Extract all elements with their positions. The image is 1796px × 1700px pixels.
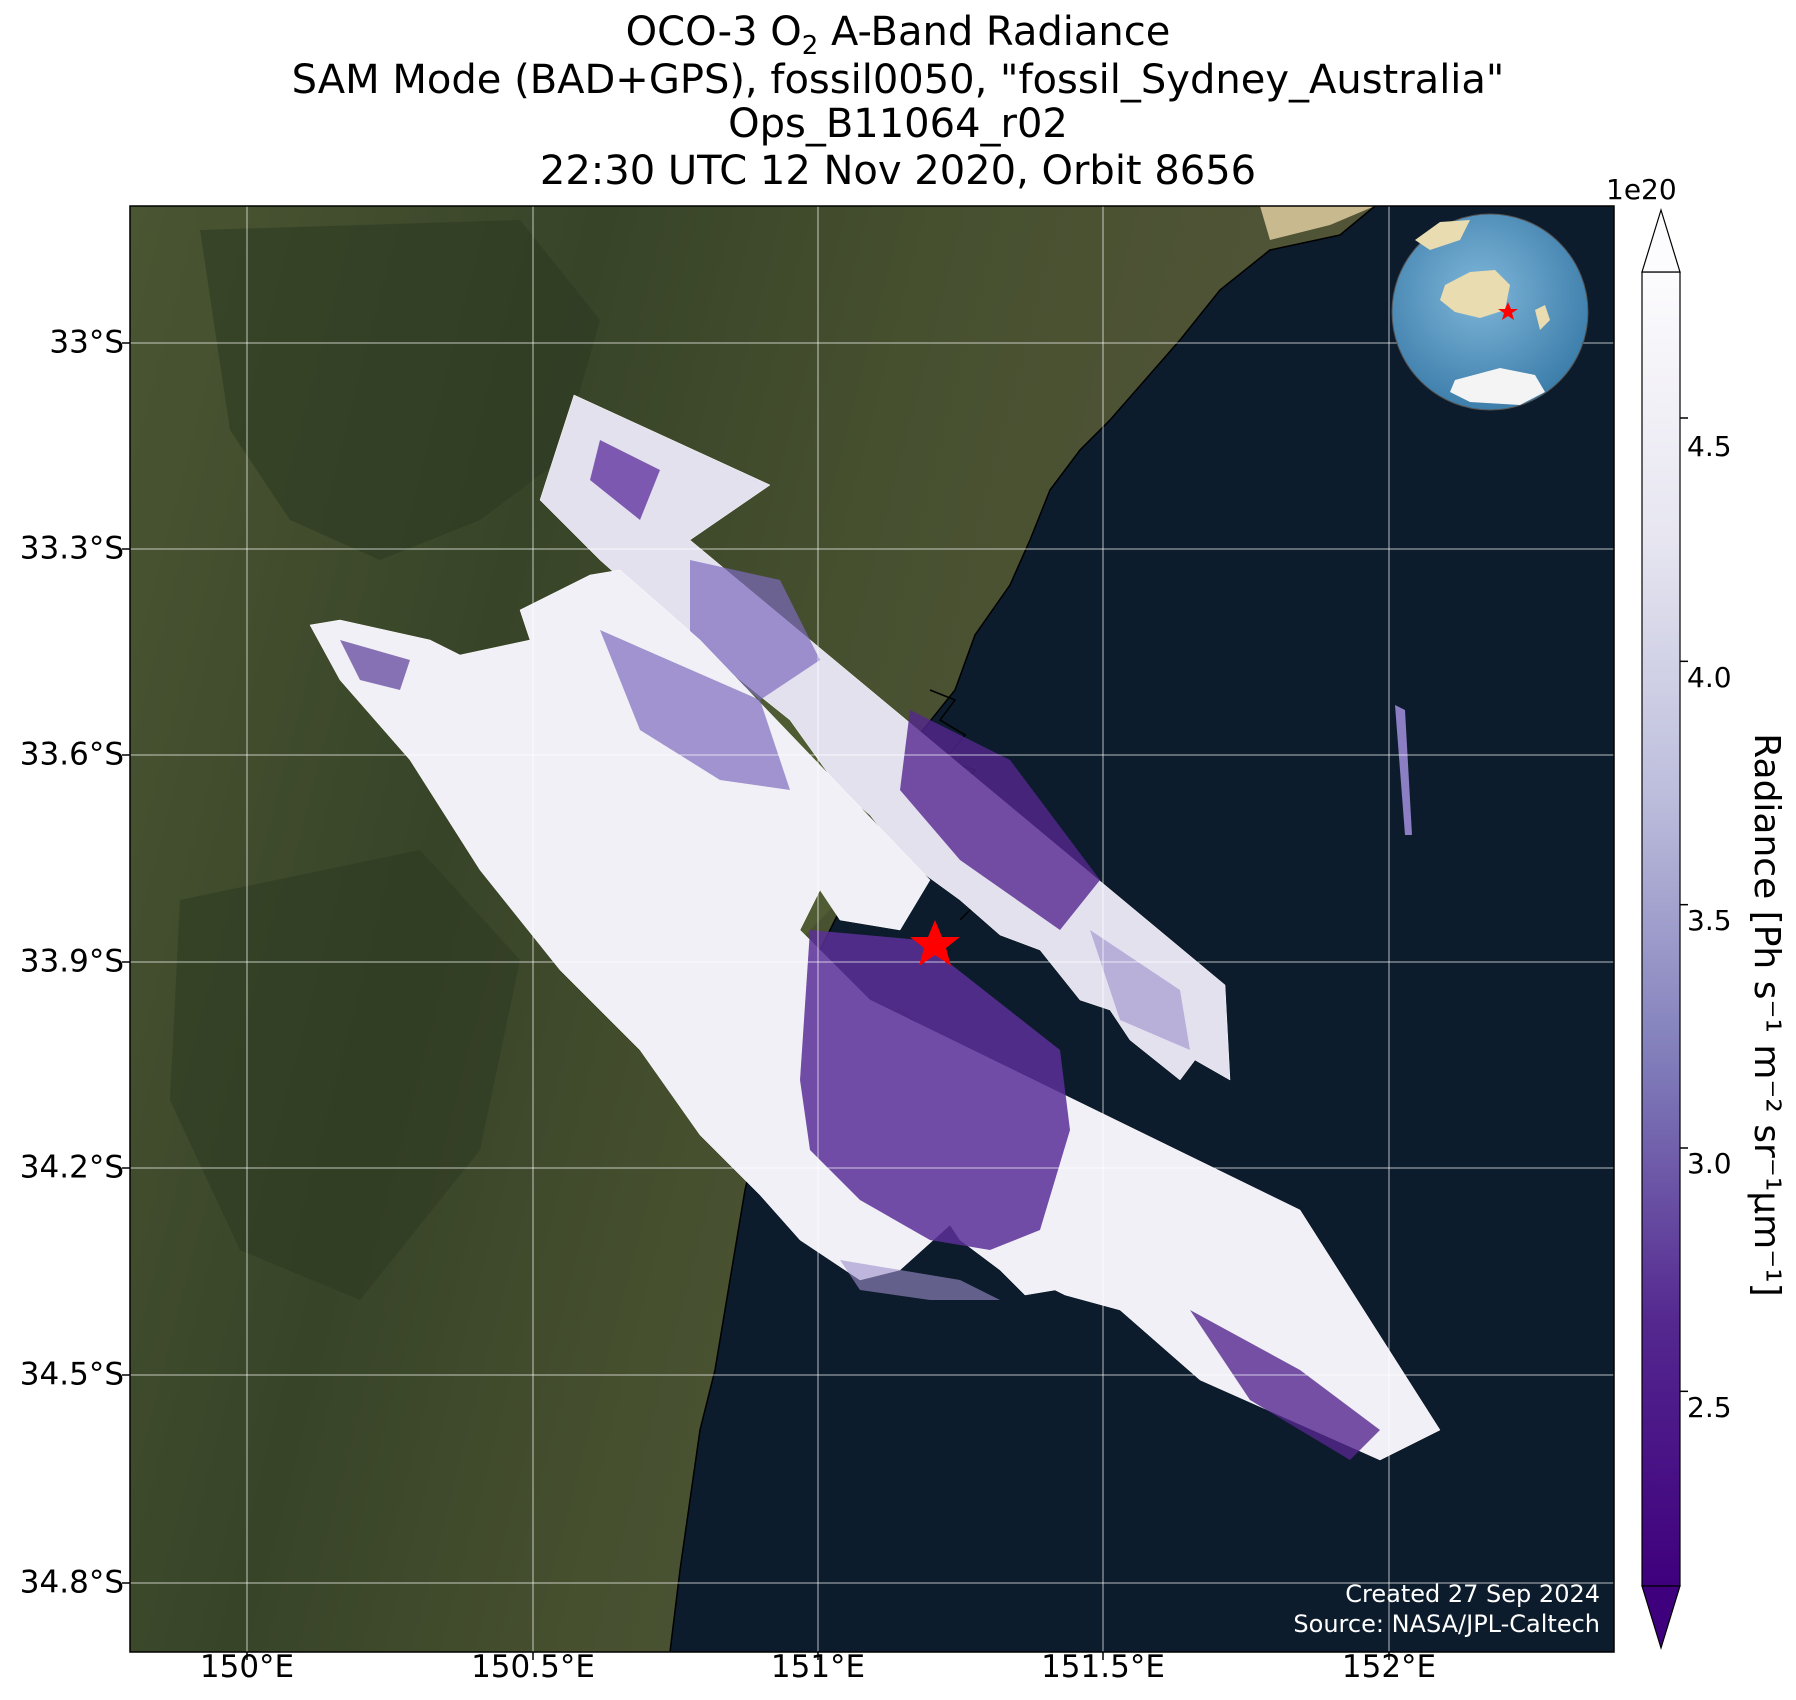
title-subscript: 2 [801, 31, 819, 61]
tick-marks [122, 342, 1390, 1660]
swath-east-band-2 [900, 710, 1100, 930]
map-area [130, 206, 1614, 1652]
globe-star-marker [1498, 302, 1518, 320]
radiance-swaths [309, 394, 1441, 1461]
swath-west-band-5 [840, 1260, 1000, 1300]
colorbar-tick-marks [1680, 417, 1688, 1393]
lat-label: 33°S [49, 324, 124, 361]
colorbar-tick-label: 2.5 [1687, 1391, 1732, 1424]
globe-inset [1391, 213, 1589, 411]
swath-west-band-4 [1190, 1310, 1380, 1460]
source-credit: Source: NASA/JPL-Caltech [1293, 1610, 1600, 1638]
chart-title-line2: SAM Mode (BAD+GPS), fossil0050, "fossil_… [291, 57, 1505, 103]
colorbar-tick-label: 3.5 [1687, 904, 1732, 937]
lat-label: 33.3°S [19, 530, 124, 567]
gridlines [130, 206, 1614, 1652]
colorbar [1641, 207, 1688, 1651]
lon-label: 150°E [199, 1649, 295, 1685]
swath-small-offshore [1395, 705, 1412, 835]
map-frame [129, 205, 1615, 1653]
globe-antarctica [1450, 368, 1545, 405]
terrain-shade [200, 220, 600, 560]
lat-label: 34.5°S [19, 1356, 124, 1393]
swath-west-band-1 [800, 930, 1070, 1250]
lon-label: 151°E [770, 1649, 866, 1685]
chart-title-line3: Ops_B11064_r02 [728, 101, 1068, 147]
lon-label: 150.5°E [471, 1649, 595, 1685]
lat-label: 33.6°S [19, 736, 124, 773]
colorbar-title: Radiance [Ph s⁻¹ m⁻² sr⁻¹μm⁻¹] [1746, 733, 1787, 1297]
colorbar-tick-label: 4.0 [1687, 661, 1732, 694]
globe-australia [1440, 270, 1510, 318]
title-suffix: A-Band Radiance [818, 9, 1171, 55]
colorbar-multiplier: 1e20 [1606, 173, 1677, 206]
lat-label: 34.2°S [19, 1149, 124, 1186]
title-prefix: OCO-3 O [625, 9, 802, 55]
colorbar-tick-label: 3.0 [1687, 1147, 1732, 1180]
beach [1260, 206, 1375, 240]
lat-label: 33.9°S [19, 943, 124, 980]
swath-west-band-3 [600, 630, 790, 790]
lon-label: 152°E [1341, 1649, 1437, 1685]
target-star-marker [910, 920, 960, 966]
created-date: Created 27 Sep 2024 [1345, 1580, 1600, 1608]
colorbar-body [1641, 271, 1681, 1587]
colorbar-extend-max [1641, 207, 1681, 273]
lon-label: 151.5°E [1041, 1649, 1165, 1685]
swath-east-band-4 [1090, 930, 1190, 1050]
globe-newzealand [1535, 305, 1550, 330]
colorbar-extend-min [1641, 1585, 1681, 1651]
colorbar-tick-label: 4.5 [1687, 430, 1732, 463]
lat-label: 34.8°S [19, 1564, 124, 1601]
swath-west-band-2 [340, 640, 410, 690]
chart-title-line4: 22:30 UTC 12 Nov 2020, Orbit 8656 [539, 148, 1257, 194]
swath-east-band-1 [590, 440, 660, 520]
chart-title-line1: OCO-3 O2 A-Band Radiance [0, 12, 1796, 59]
globe-asia [1415, 220, 1470, 250]
